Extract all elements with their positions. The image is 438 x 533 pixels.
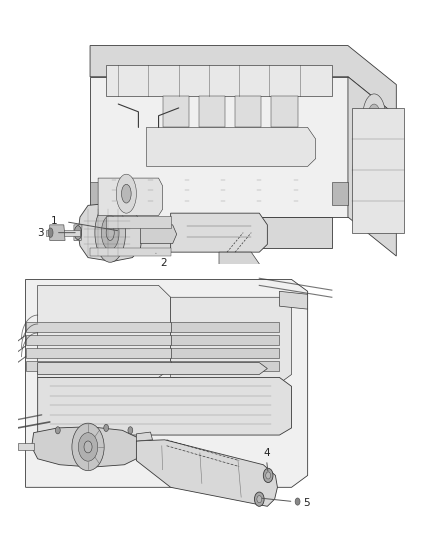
Circle shape	[72, 423, 104, 471]
Circle shape	[128, 427, 133, 434]
Polygon shape	[136, 440, 277, 506]
Circle shape	[78, 433, 98, 461]
Polygon shape	[32, 427, 141, 467]
Polygon shape	[25, 361, 171, 371]
Polygon shape	[106, 217, 332, 248]
Polygon shape	[90, 77, 348, 217]
Circle shape	[116, 174, 136, 213]
Polygon shape	[25, 349, 171, 358]
Circle shape	[55, 427, 60, 434]
Text: 5: 5	[304, 498, 310, 508]
Circle shape	[257, 496, 262, 503]
Circle shape	[266, 472, 271, 479]
Polygon shape	[38, 377, 292, 435]
Circle shape	[353, 122, 403, 219]
Circle shape	[371, 156, 385, 184]
Circle shape	[95, 203, 126, 262]
Circle shape	[295, 498, 300, 505]
Circle shape	[101, 215, 119, 250]
Circle shape	[106, 225, 114, 240]
Polygon shape	[171, 213, 267, 252]
Polygon shape	[136, 432, 152, 441]
Polygon shape	[279, 292, 307, 309]
Polygon shape	[171, 349, 279, 358]
Polygon shape	[38, 362, 267, 375]
Polygon shape	[171, 322, 279, 332]
Polygon shape	[90, 248, 171, 256]
Polygon shape	[199, 96, 225, 127]
Polygon shape	[18, 443, 34, 450]
Text: 3: 3	[37, 228, 43, 238]
Polygon shape	[219, 252, 259, 281]
Circle shape	[361, 138, 395, 203]
Polygon shape	[25, 335, 171, 345]
Polygon shape	[46, 230, 80, 236]
Polygon shape	[98, 178, 162, 215]
Circle shape	[48, 228, 53, 237]
Polygon shape	[90, 182, 106, 205]
Polygon shape	[352, 108, 404, 233]
Text: 2: 2	[161, 257, 167, 268]
Polygon shape	[162, 96, 189, 127]
Circle shape	[254, 492, 264, 506]
Circle shape	[368, 104, 380, 127]
Circle shape	[121, 184, 131, 203]
Circle shape	[74, 225, 81, 240]
Polygon shape	[171, 297, 292, 383]
Circle shape	[84, 441, 92, 453]
Polygon shape	[50, 225, 65, 240]
Polygon shape	[141, 225, 177, 244]
Circle shape	[263, 469, 273, 482]
Text: 4: 4	[263, 448, 270, 458]
Polygon shape	[332, 182, 348, 205]
Polygon shape	[74, 225, 82, 240]
Circle shape	[363, 94, 385, 138]
Polygon shape	[78, 203, 142, 262]
Text: 1: 1	[50, 215, 57, 225]
Polygon shape	[25, 322, 171, 332]
Polygon shape	[235, 96, 261, 127]
Polygon shape	[348, 77, 396, 256]
Polygon shape	[90, 46, 396, 116]
Polygon shape	[106, 65, 332, 96]
Polygon shape	[272, 96, 297, 127]
Polygon shape	[38, 285, 171, 377]
Polygon shape	[171, 361, 279, 371]
Circle shape	[104, 424, 109, 432]
Polygon shape	[106, 215, 171, 228]
Polygon shape	[171, 335, 279, 345]
Polygon shape	[146, 127, 316, 166]
Polygon shape	[25, 279, 307, 487]
